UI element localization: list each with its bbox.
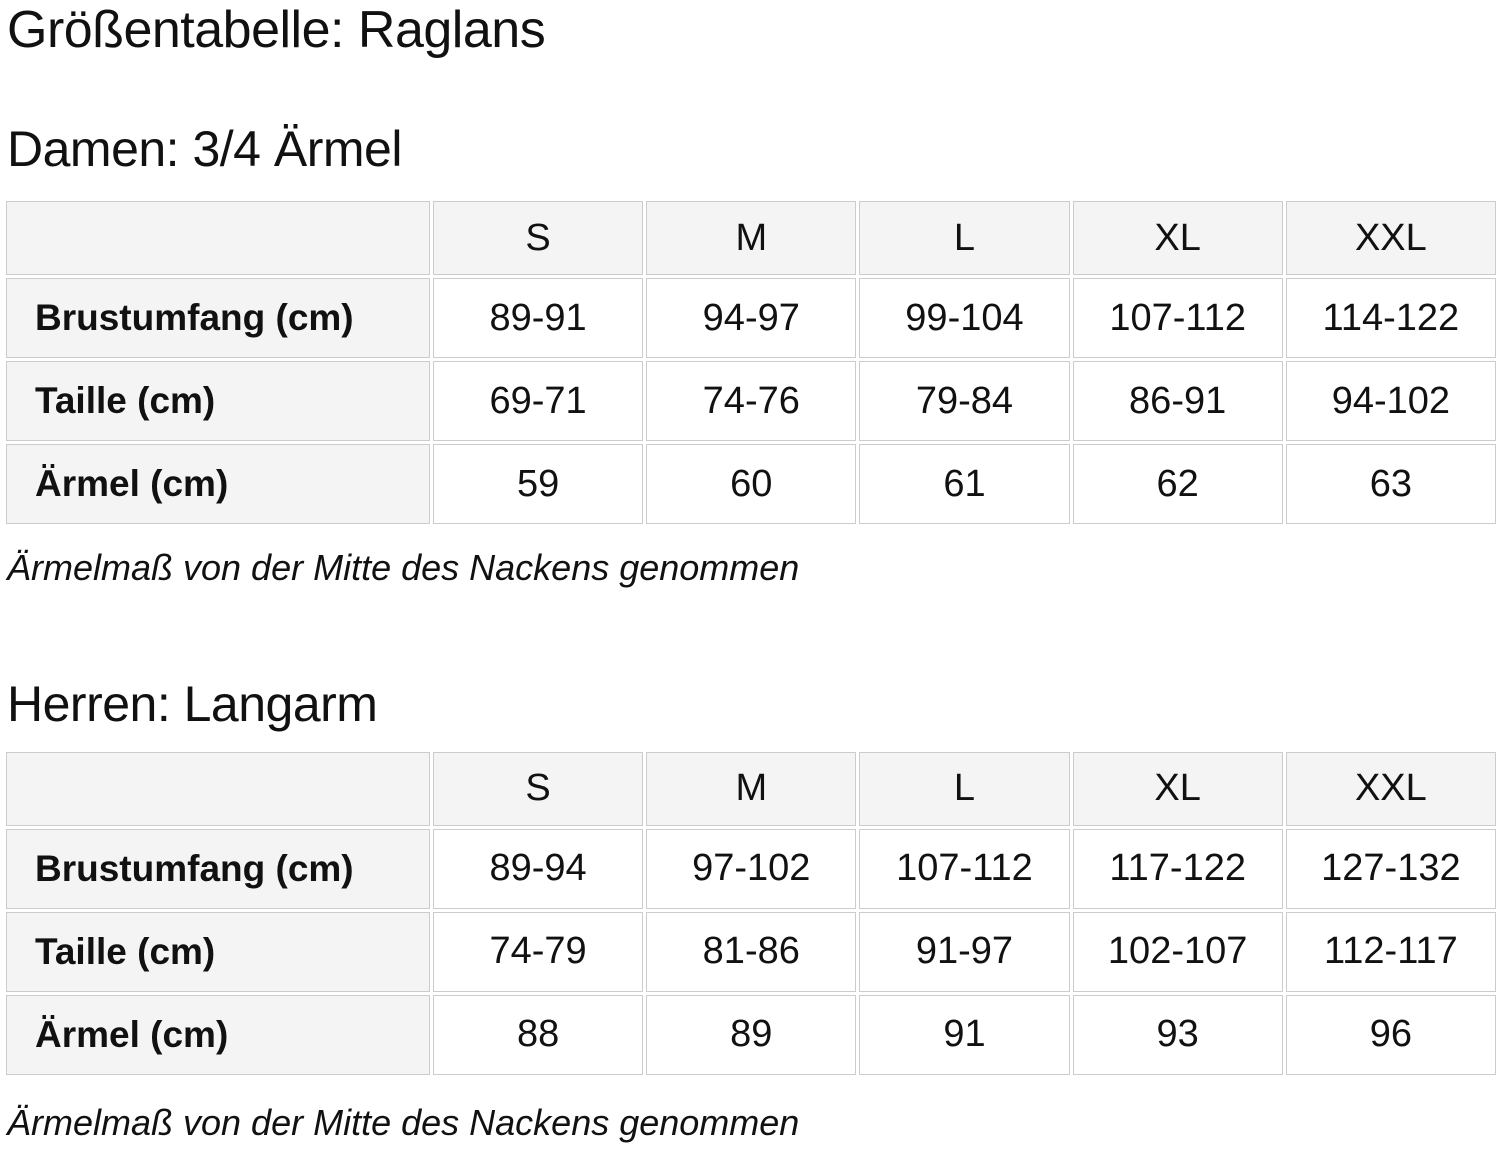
section-heading-herren: Herren: Langarm [7, 675, 378, 732]
size-value-cell: 94-97 [646, 278, 857, 359]
page-title: Größentabelle: Raglans [7, 1, 546, 59]
size-value-cell: 89-94 [433, 828, 644, 909]
measurement-row: Taille (cm) 69-71 74-76 79-84 86-91 94-102 [6, 361, 1496, 442]
size-value-cell: 97-102 [646, 828, 857, 909]
measurement-row: Ärmel (cm) 88 89 91 93 96 [6, 994, 1496, 1075]
size-table-herren: S M L XL XXL Brustumfang (cm) 89-94 97-102 107-1… [3, 749, 1499, 1078]
size-column-header: M [646, 751, 857, 826]
section-heading-damen: Damen: 3/4 Ärmel [7, 121, 402, 178]
measurement-row: Brustumfang (cm) 89-91 94-97 99-104 107-112 1… [6, 278, 1496, 359]
size-value-cell: 79-84 [859, 361, 1070, 442]
size-value-cell: 127-132 [1285, 828, 1496, 909]
size-column-header: S [433, 201, 644, 276]
size-value-cell: 107-112 [1072, 278, 1283, 359]
size-value-cell: 91-97 [859, 911, 1070, 992]
size-column-header: XL [1072, 751, 1283, 826]
sleeve-measure-note-herren: Ärmelmaß von der Mitte des Nackens genom… [7, 1101, 800, 1143]
row-label: Ärmel (cm) [6, 444, 430, 525]
size-value-cell: 93 [1072, 994, 1283, 1075]
size-value-cell: 62 [1072, 444, 1283, 525]
row-label: Brustumfang (cm) [6, 278, 430, 359]
size-value-cell: 60 [646, 444, 857, 525]
size-value-cell: 61 [859, 444, 1070, 525]
size-value-cell: 112-117 [1285, 911, 1496, 992]
size-value-cell: 91 [859, 994, 1070, 1075]
size-header-row: S M L XL XXL [6, 751, 1496, 826]
size-value-cell: 94-102 [1285, 361, 1496, 442]
measurement-row: Ärmel (cm) 59 60 61 62 63 [6, 444, 1496, 525]
row-label: Brustumfang (cm) [6, 828, 430, 909]
size-value-cell: 59 [433, 444, 644, 525]
section-herren: Herren: Langarm S M L XL XXL Brustumfang (cm)… [3, 677, 1500, 1143]
corner-cell [6, 751, 430, 826]
size-value-cell: 96 [1285, 994, 1496, 1075]
size-value-cell: 107-112 [859, 828, 1070, 909]
size-header-row: S M L XL XXL [6, 201, 1496, 276]
size-column-header: M [646, 201, 857, 276]
size-value-cell: 99-104 [859, 278, 1070, 359]
size-value-cell: 88 [433, 994, 644, 1075]
size-value-cell: 74-76 [646, 361, 857, 442]
size-value-cell: 86-91 [1072, 361, 1283, 442]
measurement-row: Brustumfang (cm) 89-94 97-102 107-112 117-12… [6, 828, 1496, 909]
measurement-row: Taille (cm) 74-79 81-86 91-97 102-107 112-117 [6, 911, 1496, 992]
size-column-header: XXL [1285, 201, 1496, 276]
row-label: Taille (cm) [6, 361, 430, 442]
size-value-cell: 81-86 [646, 911, 857, 992]
size-column-header: S [433, 751, 644, 826]
row-label: Taille (cm) [6, 911, 430, 992]
section-damen: Damen: 3/4 Ärmel S M L XL XXL Brustumfang (cm… [3, 122, 1500, 588]
size-value-cell: 89-91 [433, 278, 644, 359]
corner-cell [6, 201, 430, 276]
sleeve-measure-note-damen: Ärmelmaß von der Mitte des Nackens genom… [7, 547, 800, 589]
size-column-header: L [859, 751, 1070, 826]
size-value-cell: 74-79 [433, 911, 644, 992]
size-table-damen: S M L XL XXL Brustumfang (cm) 89-91 94-97 99-104… [3, 198, 1499, 527]
size-value-cell: 89 [646, 994, 857, 1075]
size-column-header: L [859, 201, 1070, 276]
size-column-header: XXL [1285, 751, 1496, 826]
size-value-cell: 69-71 [433, 361, 644, 442]
size-value-cell: 114-122 [1285, 278, 1496, 359]
size-value-cell: 117-122 [1072, 828, 1283, 909]
row-label: Ärmel (cm) [6, 994, 430, 1075]
size-value-cell: 63 [1285, 444, 1496, 525]
size-column-header: XL [1072, 201, 1283, 276]
size-value-cell: 102-107 [1072, 911, 1283, 992]
